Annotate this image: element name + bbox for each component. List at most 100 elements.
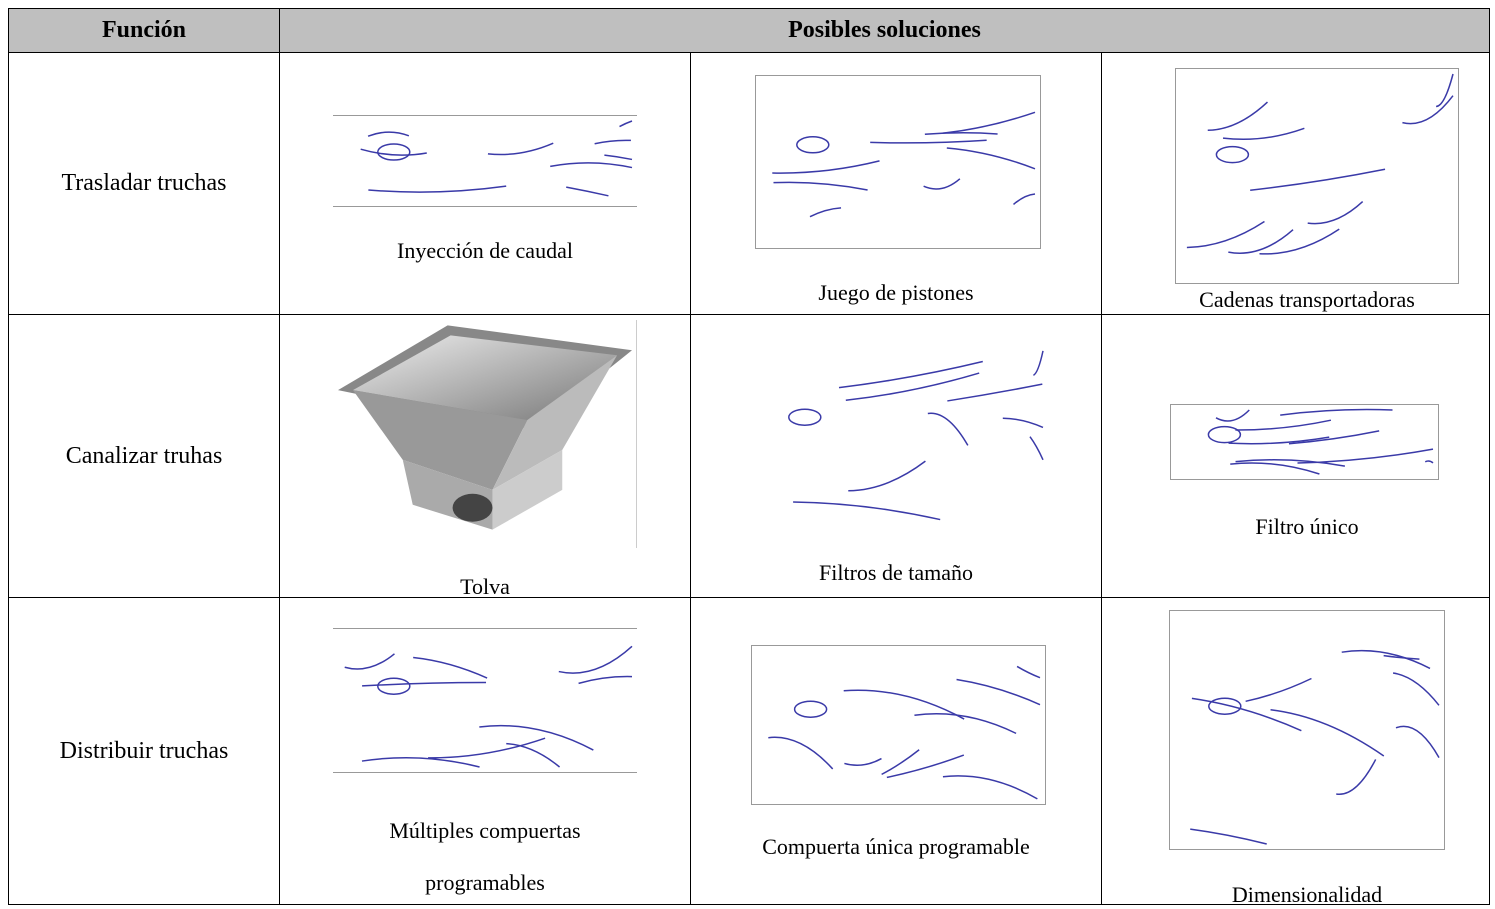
sketch-stroke [923,178,961,190]
sketch-drawing [360,120,633,197]
sketch-stroke [1235,459,1346,467]
sketch-stroke [1383,654,1420,660]
sketch-stroke [1270,708,1385,757]
sketch-stroke [1002,417,1044,429]
sketch-stroke [1032,350,1044,376]
sketch-stroke [956,678,1041,706]
sketch-stroke [413,656,488,679]
sketch-stroke [1029,436,1044,461]
solution-caption: Inyección de caudal [397,238,573,263]
sketch-stroke [1435,73,1454,108]
sketch-fish [1208,697,1242,715]
sketch-stroke [772,160,880,174]
solution-caption: Múltiples compuertas programables [389,818,581,895]
sketch-stroke [1190,828,1267,845]
sketch-stroke [558,645,633,674]
function-cell: Trasladar truchas [8,52,280,315]
sketch-stroke [1424,460,1434,464]
sketch-stroke [479,724,594,751]
solution-caption: Cadenas transportadoras [1199,287,1415,312]
sketch-stroke [1245,677,1312,703]
sketch-stroke [914,713,1017,735]
sketch-stroke [1013,193,1036,206]
solution-caption: Juego de pistones [818,280,974,305]
sketch-stroke [838,360,983,389]
sketch-stroke [368,185,507,193]
sketch-stroke [947,383,1043,402]
sketch-stroke [927,412,969,446]
sketch-stroke [1228,436,1330,445]
sketch-image [755,75,1041,249]
sketch-stroke [1016,665,1041,679]
sketch-stroke [1186,220,1265,249]
sketch-fish [793,700,828,718]
solution-caption: Filtro único [1255,514,1359,539]
sketch-stroke [1191,697,1302,732]
sketch-stroke [1288,430,1380,445]
sketch-drawing [1207,408,1434,475]
sketch-stroke [1402,95,1454,125]
sketch-stroke [1207,101,1268,132]
sketch-stroke [1222,127,1305,140]
solution-caption: Tolva [460,574,510,599]
sketch-stroke [550,162,633,169]
sketch-stroke [1250,168,1386,192]
sketch-stroke [881,749,920,776]
hopper-drawing [337,325,633,530]
sketch-stroke [344,653,395,670]
sketch-stroke [1215,409,1250,422]
solution-caption: Filtros de tamaño [819,560,973,585]
sketch-stroke [487,142,554,156]
sketch-stroke [604,154,633,161]
sketch-fish [1207,425,1242,444]
sketch-stroke [1341,649,1431,670]
sketch-stroke [845,372,980,402]
sketch-drawing [344,645,633,768]
sketch-image [1170,404,1439,480]
sketch-stroke [362,681,487,687]
sketch-stroke [1259,228,1340,255]
sketch-fish [796,136,830,154]
sketch-stroke [924,132,998,136]
sketch-stroke [870,139,987,144]
sketch-stroke [506,742,561,768]
sketch-stroke [578,675,633,685]
sketch-stroke [946,147,1036,170]
sketch-image [1169,610,1445,850]
sketch-drawing [768,665,1041,800]
sketch-stroke [1280,408,1393,416]
header-cell: Posibles soluciones [279,8,1490,53]
solution-caption: Compuerta única programable [762,834,1030,859]
sketch-image [1175,68,1459,284]
sketch-stroke [1228,229,1294,254]
sketch-stroke [768,736,834,770]
sketch-stroke [773,181,868,191]
solution-caption: Dimensionalidad [1231,882,1383,907]
header-cell: Función [8,8,280,53]
sketch-drawing [788,350,1044,521]
sketch-fish [377,143,411,161]
sketch-fish [788,408,822,426]
sketch-stroke [367,131,410,137]
sketch-stroke [1297,448,1434,464]
sketch-drawing [772,111,1036,218]
sketch-stroke [1395,725,1440,758]
function-cell: Canalizar truhas [8,314,280,598]
sketch-stroke [1392,672,1440,706]
sketch-image [751,645,1046,805]
sketch-stroke [848,460,926,492]
sketch-fish [377,677,411,695]
sketch-stroke [1235,419,1332,431]
function-cell: Distribuir truchas [8,597,280,905]
sketch-stroke [1307,201,1364,225]
sketch-stroke [1336,759,1377,795]
sketch-stroke [844,757,882,767]
sketch-fish [1215,145,1250,164]
sketch-stroke [360,148,427,156]
sketch-stroke [942,775,1038,800]
sketch-stroke [942,111,1036,135]
sketch-image [333,115,637,207]
sketch-drawing [1190,649,1440,845]
sketch-image [744,342,1048,530]
